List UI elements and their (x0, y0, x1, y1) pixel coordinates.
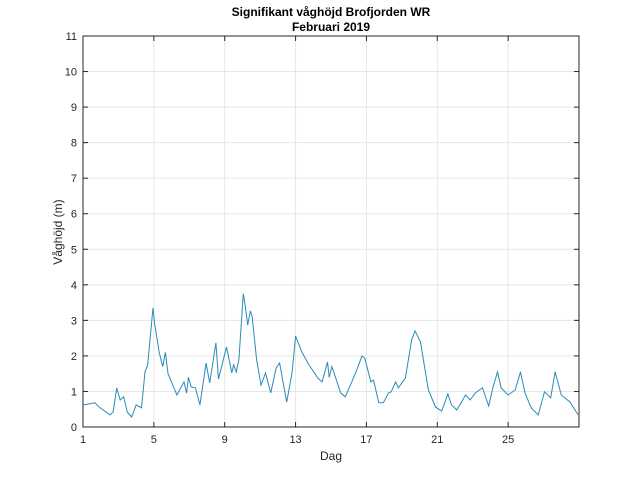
x-tick-label: 13 (289, 434, 301, 446)
y-axis-label: Våghöjd (m) (51, 199, 65, 264)
y-tick-label: 0 (71, 422, 77, 434)
x-tick-label: 25 (502, 434, 514, 446)
plot-frame (82, 35, 580, 428)
y-tick-label: 10 (65, 67, 77, 79)
series-line (82, 293, 579, 418)
x-tick-label: 9 (222, 434, 228, 446)
x-tick-label: 17 (360, 434, 372, 446)
y-tick-label: 2 (71, 351, 77, 363)
y-tick-label: 1 (71, 386, 77, 398)
y-tick-label: 4 (71, 280, 77, 292)
y-tick-label: 11 (66, 31, 77, 43)
y-tick-label: 5 (71, 244, 77, 256)
chart-subtitle: Februari 2019 (292, 20, 370, 34)
x-tick-label: 5 (151, 434, 157, 446)
y-tick-label: 9 (71, 102, 77, 114)
x-tick-label: 1 (80, 434, 86, 446)
x-axis-label: Dag (320, 449, 342, 463)
grid (82, 35, 579, 428)
y-tick-label: 6 (71, 209, 77, 221)
y-tick-label: 7 (71, 173, 77, 185)
y-tick-label: 8 (71, 138, 77, 150)
chart-title: Signifikant våghöjd Brofjorden WR (232, 5, 431, 19)
x-tick-label: 21 (431, 434, 443, 446)
y-tick-label: 3 (71, 315, 77, 327)
